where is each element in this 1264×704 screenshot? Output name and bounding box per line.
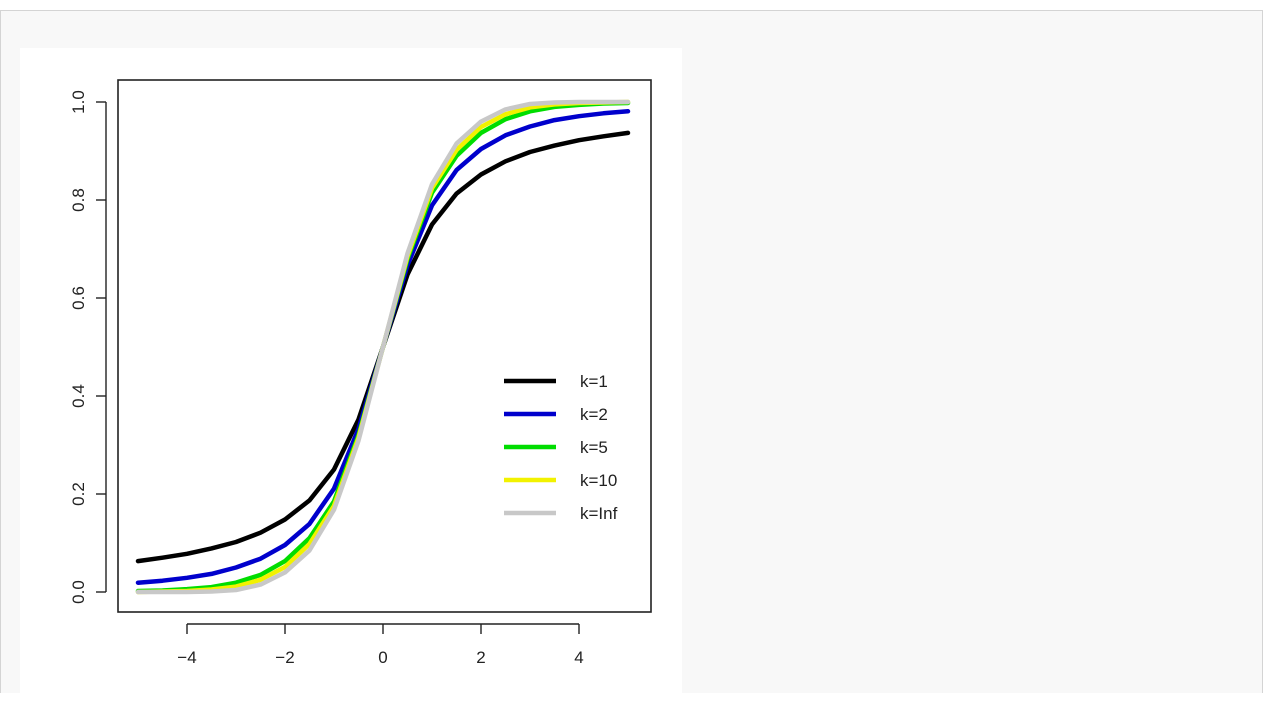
x-tick-label: −2	[275, 648, 294, 667]
legend-label-k-inf: k=Inf	[580, 504, 618, 523]
y-tick-label: 0.2	[69, 482, 88, 506]
y-tick-label: 0.0	[69, 580, 88, 604]
x-tick-label: 0	[378, 648, 387, 667]
legend-label-k-5: k=5	[580, 438, 608, 457]
y-tick-label: 0.4	[69, 384, 88, 408]
legend-label-k-1: k=1	[580, 372, 608, 391]
chart-svg: −4 −2 0 2 40.00.20.40.60.81.0 k=1k=2k=5k=10k…	[69, 79, 652, 667]
legend: k=1 k=2 k=5 k=10 k=Inf	[504, 372, 618, 523]
chart-figure: −4 −2 0 2 4 0.0 0.2 0.4 0.6 0.8 1.0 k=1 k=2 k=5 k=10 k…	[20, 48, 682, 704]
legend-label-k-10: k=10	[580, 471, 617, 490]
y-tick-label: 0.8	[69, 188, 88, 212]
y-tick-label: 0.6	[69, 286, 88, 310]
content-panel: −4 −2 0 2 4 0.0 0.2 0.4 0.6 0.8 1.0 k=1 k=2 k=5 k=10 k…	[0, 10, 1263, 704]
axes: −4 −2 0 2 4 0.0 0.2 0.4 0.6 0.8 1.0	[69, 90, 584, 667]
series-line-k-inf	[135, 99, 631, 595]
x-tick-label: 4	[574, 648, 583, 667]
legend-label-k-2: k=2	[580, 405, 608, 424]
x-tick-label: −4	[177, 648, 196, 667]
series-lines	[135, 99, 631, 595]
y-tick-label: 1.0	[69, 90, 88, 114]
plot-frame	[117, 79, 652, 613]
x-tick-label: 2	[476, 648, 485, 667]
